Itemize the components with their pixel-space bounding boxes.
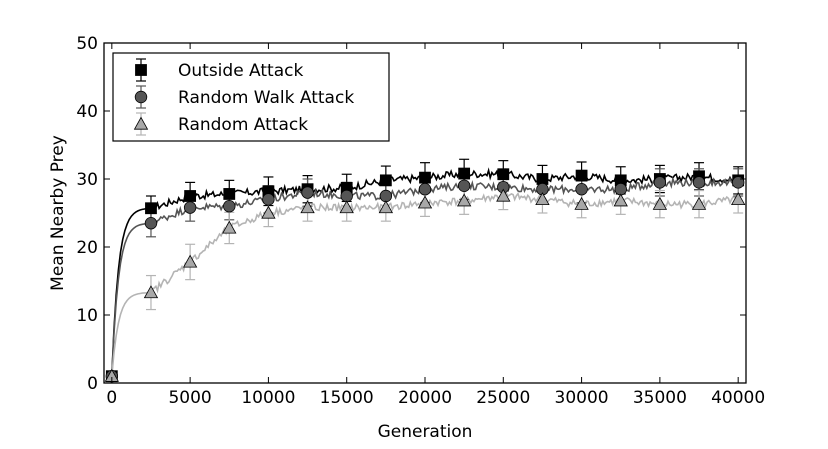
plot-area — [104, 158, 746, 383]
y-axis-ticks: 0 10 20 30 40 50 — [76, 34, 746, 394]
x-tick-label: 0 — [106, 388, 117, 408]
x-tick-label: 5000 — [168, 388, 211, 408]
data-point-triangle — [339, 200, 354, 214]
y-tick-label: 40 — [76, 102, 98, 122]
legend-label-random-attack: Random Attack — [178, 115, 308, 135]
data-point-circle — [301, 186, 314, 199]
data-point-square — [497, 168, 510, 181]
x-axis-label: Generation — [378, 422, 473, 442]
data-point-square — [458, 167, 471, 180]
data-point-triangle — [730, 192, 746, 206]
data-point-triangle — [300, 200, 315, 214]
data-point-triangle — [613, 193, 628, 207]
data-point-circle — [144, 216, 158, 230]
data-point-square — [184, 190, 197, 202]
data-point-triangle — [535, 192, 550, 206]
data-point-triangle — [261, 205, 276, 219]
data-point-triangle — [222, 220, 237, 234]
data-point-square — [223, 188, 236, 200]
data-point-triangle — [456, 193, 472, 207]
data-point-triangle — [378, 200, 394, 214]
y-axis-label: Mean Nearby Prey — [48, 135, 68, 291]
data-point-square — [379, 174, 392, 187]
legend-marker-square — [135, 64, 147, 76]
data-markers — [104, 167, 746, 383]
data-point-square — [575, 169, 588, 182]
data-point-circle — [575, 182, 588, 196]
x-tick-label: 15000 — [320, 388, 374, 408]
data-point-circle — [340, 189, 353, 203]
data-point-triangle — [182, 254, 198, 268]
data-point-circle — [692, 176, 706, 189]
data-point-circle — [379, 189, 393, 203]
legend-marker-circle — [134, 90, 148, 104]
data-point-triangle — [417, 195, 433, 209]
data-point-circle — [457, 179, 471, 193]
legend-label-outside-attack: Outside Attack — [178, 61, 303, 81]
x-tick-label: 35000 — [633, 388, 687, 408]
data-point-circle — [183, 201, 197, 214]
legend-marker-triangle — [133, 116, 149, 130]
data-point-circle — [653, 176, 667, 189]
x-tick-label: 10000 — [241, 388, 295, 408]
data-point-square — [419, 171, 431, 184]
y-tick-label: 30 — [76, 170, 98, 190]
legend-label-random-walk-attack: Random Walk Attack — [178, 88, 354, 108]
data-point-triangle — [652, 196, 668, 210]
y-tick-label: 20 — [76, 238, 98, 258]
data-point-triangle — [143, 285, 159, 299]
y-tick-label: 10 — [76, 306, 98, 326]
data-point-circle — [223, 199, 236, 213]
data-point-triangle — [574, 196, 589, 210]
legend-items — [133, 58, 149, 136]
y-tick-label: 0 — [87, 374, 98, 394]
data-point-square — [145, 202, 157, 215]
data-point-square — [536, 173, 549, 185]
x-tick-label: 40000 — [711, 388, 765, 408]
legend: Outside Attack Random Walk Attack Random… — [112, 52, 390, 142]
data-point-circle — [614, 182, 627, 196]
data-point-circle — [418, 182, 432, 196]
x-tick-label: 30000 — [555, 388, 609, 408]
x-tick-label: 25000 — [476, 388, 530, 408]
series-line-2 — [111, 191, 739, 377]
data-point-triangle — [496, 188, 511, 202]
data-point-circle — [262, 193, 275, 206]
x-axis-ticks: 0 5000 10000 15000 20000 25000 30000 35000 40000 — [106, 43, 765, 408]
data-point-circle — [731, 176, 745, 189]
y-tick-label: 50 — [76, 34, 98, 54]
data-point-triangle — [691, 196, 707, 210]
x-tick-label: 20000 — [398, 388, 452, 408]
legend-box — [112, 52, 390, 142]
